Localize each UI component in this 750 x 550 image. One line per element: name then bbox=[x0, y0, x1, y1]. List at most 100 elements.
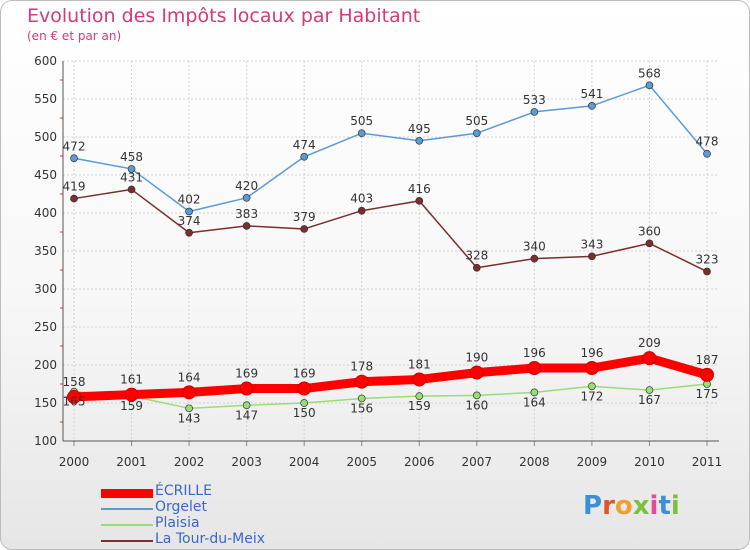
data-label: 568 bbox=[638, 66, 661, 80]
data-label: 196 bbox=[523, 346, 546, 360]
logo-letter: P bbox=[583, 491, 603, 521]
data-point bbox=[527, 361, 542, 376]
data-point bbox=[185, 207, 193, 216]
y-tick-label: 150 bbox=[34, 396, 57, 410]
data-point bbox=[182, 385, 197, 400]
x-tick-label: 2001 bbox=[116, 455, 147, 469]
data-label: 178 bbox=[350, 360, 373, 374]
data-label: 541 bbox=[580, 87, 603, 101]
x-tick-label: 2002 bbox=[174, 455, 205, 469]
x-tick-label: 2005 bbox=[346, 455, 377, 469]
data-point bbox=[127, 165, 136, 173]
y-tick-label: 450 bbox=[34, 168, 57, 182]
data-point bbox=[472, 129, 481, 138]
data-point bbox=[242, 401, 251, 410]
logo-letter: i bbox=[649, 491, 659, 521]
legend-swatch bbox=[101, 488, 153, 498]
data-point bbox=[645, 81, 654, 90]
data-label: 165 bbox=[63, 395, 86, 409]
data-label: 379 bbox=[293, 210, 316, 224]
data-point bbox=[530, 254, 539, 263]
data-label: 169 bbox=[235, 367, 258, 381]
data-label: 495 bbox=[408, 122, 431, 136]
data-point bbox=[357, 394, 366, 403]
data-label: 374 bbox=[178, 214, 201, 228]
data-point bbox=[300, 152, 309, 161]
x-tick-label: 2008 bbox=[519, 455, 550, 469]
data-label: 383 bbox=[235, 207, 258, 221]
data-point bbox=[472, 263, 481, 272]
y-tick-label: 600 bbox=[34, 54, 57, 68]
data-label: 419 bbox=[63, 180, 86, 194]
data-point bbox=[703, 149, 711, 158]
y-tick-label: 550 bbox=[34, 92, 57, 106]
data-point bbox=[642, 351, 657, 366]
data-point bbox=[300, 225, 309, 233]
data-label: 209 bbox=[638, 336, 661, 350]
x-tick-label: 2007 bbox=[462, 455, 493, 469]
data-point bbox=[242, 222, 251, 230]
chart-title: Evolution des Impôts locaux par Habitant bbox=[27, 5, 421, 27]
logo-letter: t bbox=[658, 491, 671, 521]
series-line-0 bbox=[69, 353, 712, 402]
data-point bbox=[124, 387, 139, 402]
data-point bbox=[645, 239, 654, 248]
data-label: 190 bbox=[465, 351, 488, 365]
legend-label: Orgelet bbox=[155, 499, 208, 515]
data-label: 420 bbox=[235, 179, 258, 193]
data-point bbox=[415, 136, 424, 145]
logo-letter: o bbox=[614, 491, 633, 521]
y-tick-label: 500 bbox=[34, 130, 57, 144]
data-point bbox=[588, 101, 596, 110]
data-point bbox=[300, 399, 309, 407]
x-tick-label: 2009 bbox=[577, 455, 608, 469]
data-point bbox=[357, 129, 366, 138]
legend-label: Plaisia bbox=[155, 515, 200, 531]
data-label: 416 bbox=[408, 182, 431, 196]
series-line-3 bbox=[73, 188, 708, 273]
data-label: 505 bbox=[465, 114, 488, 128]
data-point bbox=[530, 108, 539, 116]
data-label: 431 bbox=[120, 170, 143, 184]
data-label: 533 bbox=[523, 93, 546, 107]
data-label: 156 bbox=[350, 401, 373, 415]
data-label: 340 bbox=[523, 240, 546, 254]
data-point bbox=[584, 361, 599, 376]
x-tick-label: 2004 bbox=[289, 455, 320, 469]
data-point bbox=[70, 154, 78, 163]
data-label: 181 bbox=[408, 357, 431, 371]
data-label: 196 bbox=[580, 346, 603, 360]
legend-swatch bbox=[101, 508, 153, 510]
data-label: 403 bbox=[350, 192, 373, 206]
data-point bbox=[239, 381, 254, 396]
data-point bbox=[242, 193, 251, 202]
data-label: 360 bbox=[638, 224, 661, 238]
data-point bbox=[700, 367, 714, 382]
y-tick-label: 200 bbox=[34, 358, 57, 372]
x-tick-label: 2003 bbox=[231, 455, 262, 469]
y-tick-label: 250 bbox=[34, 320, 57, 334]
data-label: 147 bbox=[235, 408, 258, 422]
data-point bbox=[415, 392, 424, 401]
series-line-2 bbox=[73, 383, 708, 410]
data-point bbox=[530, 388, 539, 397]
x-tick-label: 2000 bbox=[59, 455, 90, 469]
logo-letter: x bbox=[632, 491, 650, 521]
y-tick-label: 100 bbox=[34, 434, 57, 448]
data-label: 323 bbox=[696, 253, 719, 267]
data-label: 161 bbox=[120, 373, 143, 387]
data-label: 169 bbox=[293, 367, 316, 381]
data-label: 474 bbox=[293, 138, 316, 152]
data-point bbox=[357, 206, 366, 215]
data-label: 328 bbox=[465, 249, 488, 263]
data-label: 175 bbox=[696, 387, 719, 401]
chart-subtitle: (en € et par an) bbox=[27, 29, 122, 43]
data-label: 343 bbox=[580, 237, 603, 251]
data-point bbox=[185, 228, 193, 237]
series-line-1 bbox=[73, 84, 708, 213]
data-label: 143 bbox=[178, 411, 201, 425]
data-point bbox=[70, 194, 78, 203]
x-tick-label: 2010 bbox=[634, 455, 665, 469]
proxiti-logo: Proxiti bbox=[583, 491, 680, 521]
data-label: 159 bbox=[408, 399, 431, 413]
